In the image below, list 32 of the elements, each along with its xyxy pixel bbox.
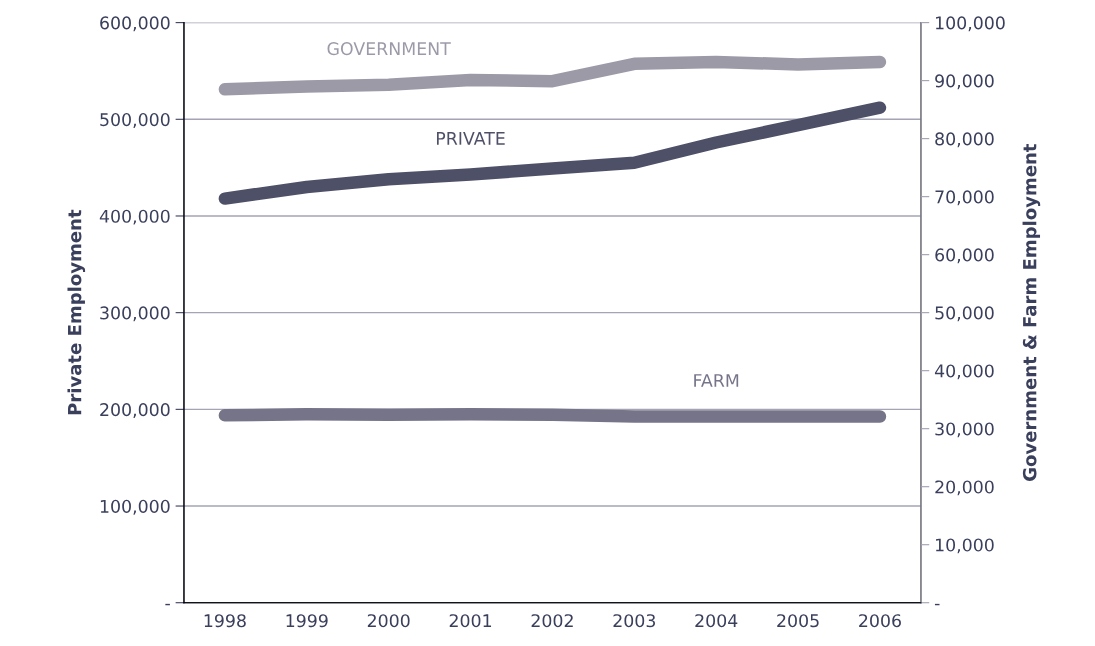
y2-tick-label: 40,000 bbox=[934, 364, 994, 380]
y2-tick-label: 70,000 bbox=[935, 190, 994, 206]
y-tick-label: - bbox=[165, 603, 170, 606]
x-tick-label: 2003 bbox=[613, 614, 656, 628]
y-tick-label: 100,000 bbox=[100, 499, 170, 515]
y2-tick-label: 10,000 bbox=[936, 538, 994, 554]
y-tick-label: 300,000 bbox=[100, 306, 170, 322]
y-tick-label: 400,000 bbox=[99, 209, 170, 225]
x-tick-label: 1998 bbox=[204, 614, 246, 628]
series-label: FARM bbox=[694, 374, 739, 387]
y-axis-title: Private Employment bbox=[67, 209, 86, 415]
y2-tick-label: 90,000 bbox=[935, 74, 994, 90]
y2-tick-label: 60,000 bbox=[935, 248, 994, 264]
y2-tick-label: 20,000 bbox=[935, 480, 994, 496]
x-tick-label: 2000 bbox=[367, 614, 410, 628]
y-tick-label: 500,000 bbox=[100, 113, 170, 128]
y-tick-label: 200,000 bbox=[100, 403, 170, 418]
series-label: GOVERNMENT bbox=[327, 42, 451, 56]
y2-tick-label: 50,000 bbox=[935, 306, 994, 322]
x-tick-label: 1999 bbox=[286, 614, 328, 628]
y2-tick-label: - bbox=[934, 603, 940, 606]
x-tick-label: 2005 bbox=[777, 614, 819, 628]
series-label: PRIVATE bbox=[436, 132, 505, 145]
x-tick-label: 2002 bbox=[531, 614, 573, 628]
x-tick-label: 2001 bbox=[449, 614, 492, 628]
x-tick-label: 2006 bbox=[859, 614, 901, 628]
y2-tick-label: 100,000 bbox=[936, 16, 1005, 32]
y2-tick-label: 30,000 bbox=[935, 422, 994, 438]
y2-axis-title: Government & Farm Employment bbox=[1022, 143, 1041, 481]
y-tick-label: 600,000 bbox=[100, 16, 170, 32]
x-tick-label: 2004 bbox=[695, 614, 738, 628]
y2-tick-label: 80,000 bbox=[935, 132, 994, 148]
